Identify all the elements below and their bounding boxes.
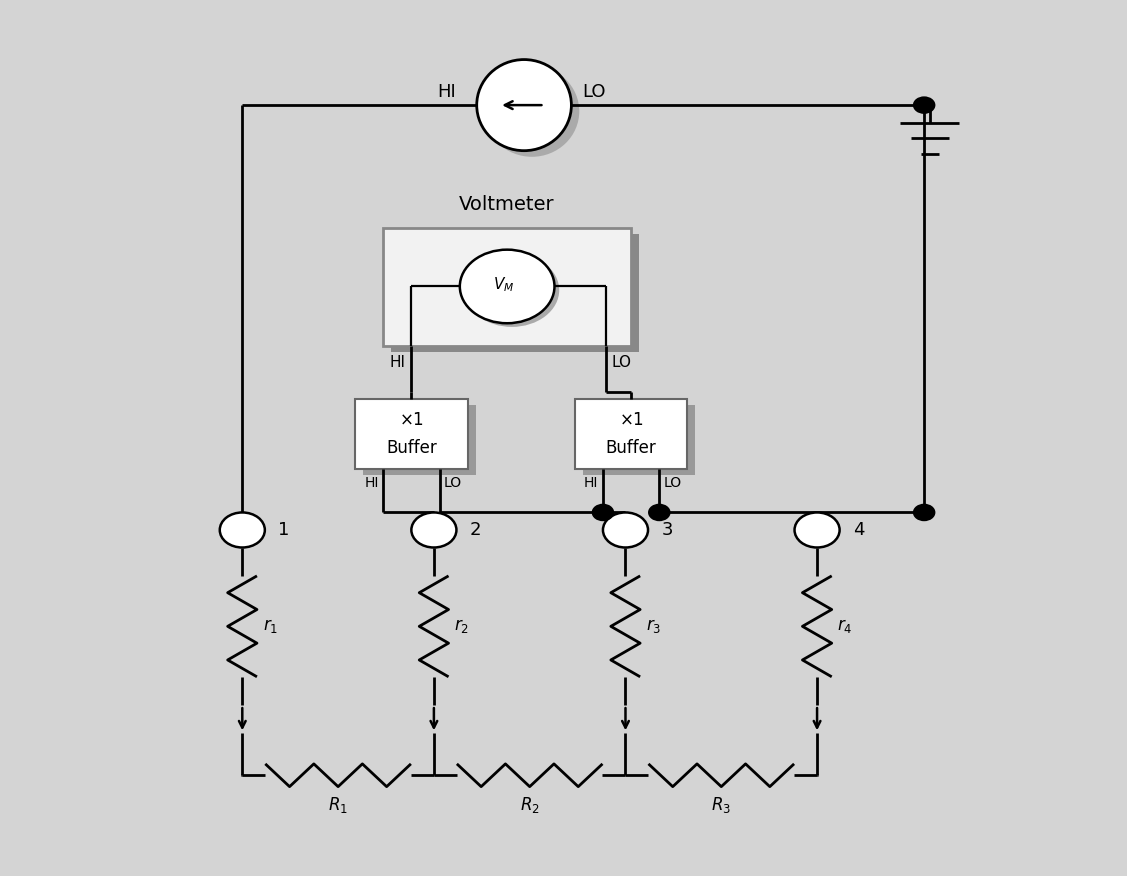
Text: $\times$1: $\times$1 [619,411,644,428]
Text: HI: HI [584,476,598,490]
Text: $R_3$: $R_3$ [711,795,731,815]
Circle shape [913,504,935,521]
Text: 1: 1 [278,521,290,539]
Text: 4: 4 [853,521,864,539]
Text: 3: 3 [662,521,673,539]
Circle shape [603,512,648,548]
Text: LO: LO [612,355,632,370]
Text: LO: LO [664,476,682,490]
FancyBboxPatch shape [383,228,631,346]
Ellipse shape [477,60,571,151]
Text: LO: LO [444,476,462,490]
Text: Voltmeter: Voltmeter [460,194,554,214]
Circle shape [464,253,559,327]
Circle shape [913,96,935,114]
FancyBboxPatch shape [391,234,639,352]
Text: Buffer: Buffer [385,439,437,456]
Text: 2: 2 [470,521,481,539]
Text: $r_3$: $r_3$ [646,618,662,635]
Ellipse shape [485,66,579,157]
FancyBboxPatch shape [363,405,476,475]
Text: $V_M$: $V_M$ [494,275,514,294]
FancyBboxPatch shape [355,399,468,469]
Text: Buffer: Buffer [605,439,657,456]
Text: HI: HI [364,476,379,490]
Text: $R_1$: $R_1$ [328,795,348,815]
Text: $R_2$: $R_2$ [520,795,540,815]
FancyBboxPatch shape [575,399,687,469]
Circle shape [795,512,840,548]
Circle shape [460,250,554,323]
Circle shape [648,504,671,521]
Text: $r_2$: $r_2$ [454,618,469,635]
Text: HI: HI [390,355,406,370]
Circle shape [592,504,614,521]
Text: $r_1$: $r_1$ [263,618,277,635]
Text: $r_4$: $r_4$ [837,618,853,635]
Text: HI: HI [437,82,456,101]
Circle shape [411,512,456,548]
FancyBboxPatch shape [583,405,695,475]
Circle shape [220,512,265,548]
Text: $\times$1: $\times$1 [399,411,424,428]
Text: LO: LO [583,82,606,101]
